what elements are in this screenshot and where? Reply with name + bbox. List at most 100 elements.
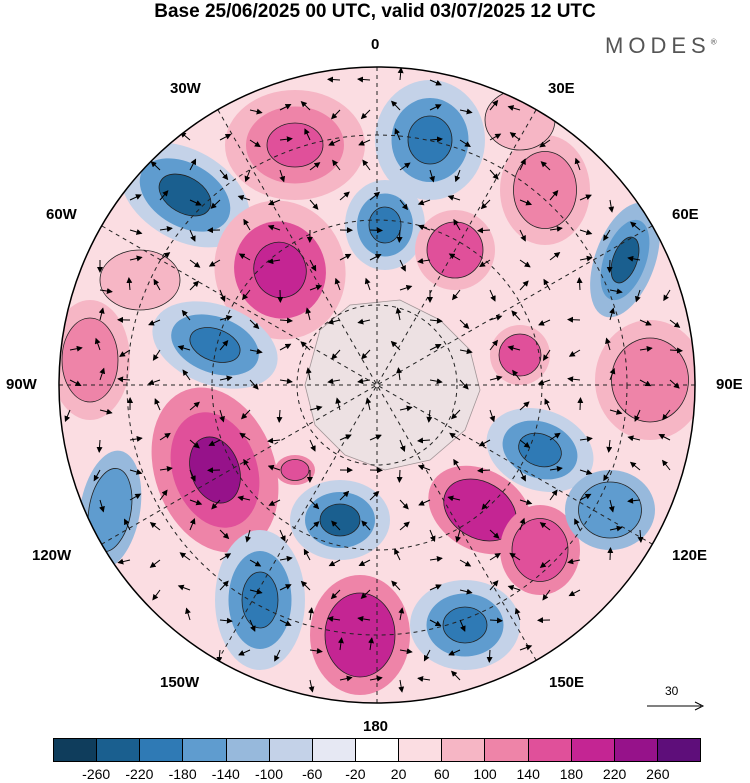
wind-arrow — [327, 616, 341, 622]
wind-arrow — [208, 259, 221, 267]
wind-arrow — [249, 379, 259, 390]
wind-arrow — [399, 199, 409, 211]
wind-arrow — [305, 307, 312, 321]
wind-arrow — [210, 199, 221, 209]
wind-arrow — [391, 100, 401, 111]
wind-arrow — [249, 319, 260, 330]
wind-arrow — [627, 255, 641, 262]
wind-arrow — [339, 490, 350, 501]
wind-arrow — [399, 405, 413, 412]
anomaly-contour — [511, 518, 569, 582]
wind-arrow — [544, 398, 551, 411]
wind-arrow — [249, 619, 256, 632]
wind-arrow — [459, 348, 473, 355]
wind-arrow — [358, 559, 371, 566]
wind-arrow — [309, 439, 316, 452]
anomaly-contour — [498, 333, 542, 377]
wind-arrow — [267, 437, 281, 444]
wind-arrow — [244, 169, 251, 183]
wind-arrow — [539, 559, 551, 569]
colorbar-tick-label: 100 — [473, 766, 497, 782]
wind-arrow — [663, 289, 671, 302]
wind-arrow — [330, 589, 341, 600]
wind-arrow — [519, 158, 526, 171]
colorbar-swatch — [54, 739, 98, 761]
wind-arrow — [369, 227, 383, 234]
wind-arrow — [208, 439, 221, 446]
wind-arrow — [609, 525, 623, 532]
wind-arrow — [267, 224, 281, 231]
wind-arrow — [153, 278, 161, 291]
wind-arrow — [447, 194, 461, 201]
wind-arrow — [149, 559, 161, 568]
wind-arrow — [279, 169, 286, 183]
wind-arrow — [507, 345, 521, 352]
colorbar-tick-label: -140 — [211, 766, 240, 782]
wind-arrow — [368, 637, 375, 651]
wind-arrow — [634, 289, 641, 303]
wind-arrow — [447, 495, 461, 502]
wind-arrow — [397, 67, 404, 81]
wind-arrow — [267, 464, 281, 471]
lon-label-60e: 60E — [672, 206, 699, 223]
wind-arrow — [607, 547, 614, 561]
wind-arrow — [579, 469, 593, 475]
lon-label-60w: 60W — [46, 206, 77, 223]
wind-arrow — [429, 378, 443, 385]
anomaly-contour — [513, 151, 577, 229]
wind-arrow — [451, 409, 461, 420]
wind-arrow — [331, 520, 341, 531]
wind-arrow — [429, 584, 442, 591]
wind-arrow — [399, 499, 409, 510]
wind-arrow — [238, 649, 251, 656]
anomaly-contour — [61, 317, 119, 403]
wind-arrow — [669, 347, 683, 354]
wind-arrow — [154, 398, 161, 411]
wind-arrow — [129, 493, 142, 501]
wind-arrow — [337, 637, 344, 651]
wind-arrow — [303, 548, 311, 561]
wind-arrow — [391, 580, 401, 591]
wind-arrow — [152, 349, 161, 361]
wind-arrow — [300, 101, 311, 111]
wind-arrow — [126, 277, 133, 291]
wind-arrow — [489, 409, 496, 423]
anomaly-contour — [319, 503, 361, 537]
wind-arrow — [308, 679, 315, 693]
wind-arrow — [189, 158, 197, 171]
anomaly-contour — [368, 206, 402, 244]
wind-arrow — [577, 397, 584, 411]
wind-arrow — [579, 255, 593, 262]
wind-arrow — [159, 190, 169, 201]
wind-arrow — [159, 226, 173, 232]
wind-arrow — [509, 132, 521, 141]
lon-label-30w: 30W — [170, 80, 201, 97]
wind-arrow — [238, 253, 251, 261]
wind-arrow — [519, 401, 530, 411]
wind-arrow — [606, 439, 613, 453]
wind-arrow — [549, 225, 563, 232]
wind-arrow — [549, 489, 558, 501]
wind-arrow — [398, 607, 405, 621]
wind-arrow — [211, 499, 221, 510]
wind-arrow — [426, 409, 433, 423]
wind-arrow — [279, 584, 292, 591]
lon-label-150w: 150W — [160, 674, 200, 691]
colorbar-swatch — [355, 739, 400, 761]
wind-arrow — [579, 493, 592, 501]
wind-arrow — [519, 499, 533, 505]
wind-arrow — [249, 108, 263, 115]
wind-arrow — [418, 499, 431, 506]
wind-arrow — [396, 469, 403, 483]
wind-arrow — [627, 497, 641, 504]
wind-arrow — [369, 191, 381, 201]
wind-arrow — [189, 439, 200, 449]
wind-arrow — [189, 401, 200, 411]
wind-arrow — [179, 552, 191, 561]
wind-arrow — [477, 227, 491, 234]
map-title: Base 25/06/2025 00 UTC, valid 03/07/2025… — [154, 1, 596, 22]
wind-arrow — [567, 558, 581, 565]
wind-arrow — [177, 345, 191, 351]
wind-arrow — [159, 432, 171, 441]
wind-arrow — [507, 584, 521, 591]
